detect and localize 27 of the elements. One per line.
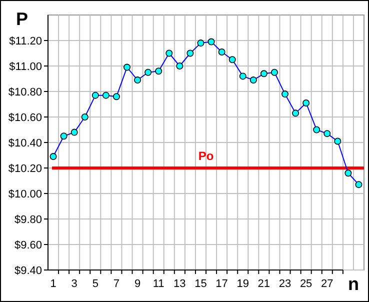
y-tick-label: $10.00 xyxy=(8,188,42,200)
y-axis-title: P xyxy=(16,9,28,29)
x-tick-label: 3 xyxy=(71,278,78,290)
x-tick-label: 7 xyxy=(113,278,120,290)
ref-line-label: Po xyxy=(198,149,214,163)
y-tick-label: $9.40 xyxy=(14,264,42,277)
x-tick-label: 15 xyxy=(194,278,207,290)
x-tick-label: 5 xyxy=(92,278,98,290)
y-tick-label: $11.20 xyxy=(9,35,42,48)
x-tick-label: 27 xyxy=(321,278,334,290)
x-tick-label: 23 xyxy=(278,278,292,290)
x-tick-label: 9 xyxy=(134,278,141,290)
x-tick-label: 13 xyxy=(174,278,186,290)
x-tick-label: 21 xyxy=(258,278,270,290)
x-axis-title: n xyxy=(348,274,359,294)
y-tick-label: $10.20 xyxy=(8,162,42,175)
x-tick-label: 17 xyxy=(216,278,228,290)
y-tick-label: $10.80 xyxy=(8,86,42,98)
y-tick-label: $9.60 xyxy=(14,239,42,252)
x-tick-label: 11 xyxy=(152,278,164,290)
y-tick-label: $11.00 xyxy=(9,60,42,73)
y-tick-label: $10.40 xyxy=(8,137,42,150)
x-tick-label: 1 xyxy=(50,278,56,290)
y-tick-label: $10.60 xyxy=(8,112,42,124)
x-tick-label: 25 xyxy=(300,278,312,290)
y-tick-label: $9.80 xyxy=(14,214,42,226)
x-tick-label: 19 xyxy=(236,278,249,290)
